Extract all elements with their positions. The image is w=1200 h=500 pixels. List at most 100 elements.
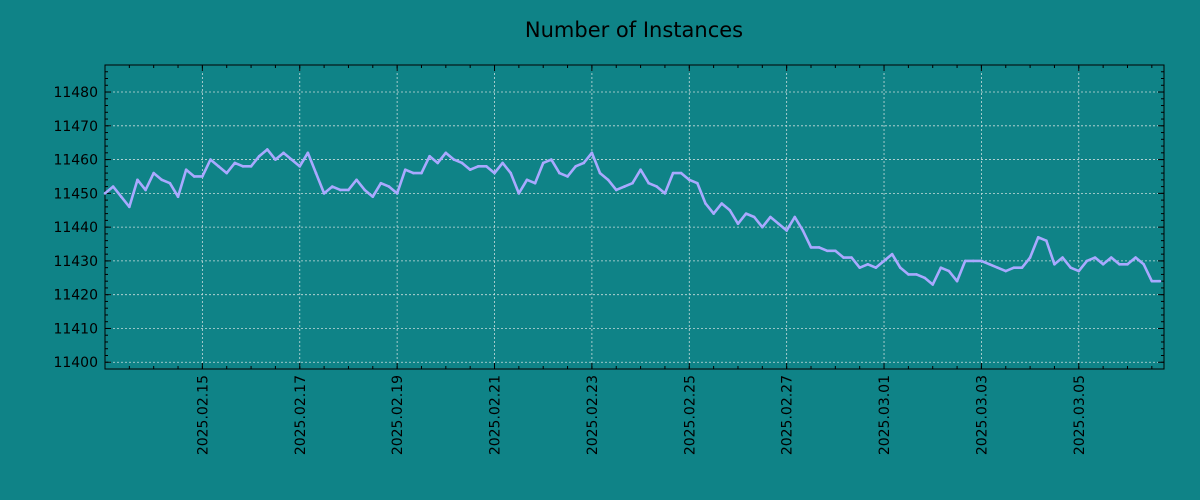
data-point (1118, 262, 1121, 266)
data-point (371, 195, 375, 199)
data-point (541, 161, 545, 165)
data-point (282, 151, 285, 155)
data-point (785, 229, 788, 232)
x-tick-label: 2025.02.15 (195, 375, 211, 455)
x-tick-label: 2025.02.17 (293, 375, 309, 455)
data-point (1085, 259, 1089, 263)
y-tick-label: 11470 (53, 119, 98, 135)
data-point (1061, 256, 1064, 259)
data-point (160, 178, 164, 182)
data-point (468, 168, 472, 172)
x-tick-label: 2025.03.03 (974, 375, 990, 455)
data-point (168, 181, 172, 185)
data-point (192, 175, 196, 178)
data-point (347, 188, 350, 192)
data-point (736, 222, 740, 226)
data-point (103, 192, 107, 195)
data-point (972, 259, 975, 263)
data-point (963, 259, 967, 263)
data-point (704, 202, 707, 205)
data-point (1036, 235, 1040, 239)
data-point (363, 188, 366, 192)
data-point (728, 208, 732, 212)
data-point (201, 175, 204, 178)
data-point (752, 215, 756, 219)
y-tick-labels: 11400 11410 11420 11430 11440 11450 11460 11470… (53, 85, 98, 371)
data-point (955, 279, 959, 283)
data-point (1150, 279, 1154, 283)
data-point (184, 168, 188, 172)
data-point (330, 185, 334, 188)
data-point (517, 192, 521, 195)
data-point (939, 266, 943, 269)
data-point (850, 256, 853, 259)
data-point (176, 195, 180, 199)
data-point (444, 151, 448, 155)
data-point (890, 252, 894, 256)
data-point (623, 185, 626, 188)
data-point (1109, 256, 1113, 259)
data-point (947, 269, 951, 273)
plot-area (104, 64, 1165, 370)
data-point (801, 229, 805, 232)
data-point (136, 178, 139, 182)
x-tick-label: 2025.02.19 (390, 375, 406, 455)
data-point (566, 175, 569, 178)
data-point (1053, 262, 1056, 266)
data-point (1142, 262, 1146, 266)
data-point (119, 195, 123, 199)
x-tick-label: 2025.02.23 (585, 375, 601, 455)
data-point (1093, 256, 1097, 259)
data-point (128, 205, 131, 209)
y-tick-label: 11450 (53, 186, 98, 202)
data-point (598, 171, 602, 175)
data-point (412, 171, 415, 175)
y-tick-label: 11430 (53, 254, 98, 270)
data-point (915, 273, 918, 276)
data-point (209, 158, 212, 161)
y-tick-label: 11420 (53, 288, 98, 304)
data-point (290, 158, 293, 161)
data-point (339, 188, 342, 192)
data-point (793, 215, 797, 219)
data-point (1020, 266, 1024, 269)
data-point (696, 181, 699, 185)
data-point (647, 181, 650, 185)
data-point (582, 161, 586, 165)
data-point (923, 276, 926, 280)
data-point (858, 266, 861, 269)
data-point (809, 246, 813, 249)
data-point (476, 165, 480, 168)
axis-ticks (104, 64, 1164, 370)
data-point (996, 266, 999, 269)
grid (105, 65, 1164, 369)
data-point (533, 181, 537, 185)
data-point (249, 165, 253, 168)
data-point (501, 161, 504, 165)
data-point (111, 185, 115, 188)
data-point (769, 215, 772, 219)
data-point (257, 154, 261, 158)
data-point (428, 154, 431, 158)
data-point (420, 171, 423, 175)
data-point (817, 246, 821, 249)
data-point (606, 178, 610, 182)
data-point (298, 165, 302, 168)
data-point (266, 148, 269, 151)
data-point (460, 161, 464, 165)
data-point (720, 202, 724, 205)
data-point (1004, 269, 1008, 273)
data-point (144, 188, 147, 192)
y-tick-label: 11460 (53, 153, 98, 169)
data-point (671, 171, 675, 175)
data-point (379, 181, 383, 185)
data-point (590, 151, 594, 155)
data-point (842, 256, 845, 259)
data-point (614, 188, 618, 192)
x-tick-label: 2025.03.05 (1072, 375, 1088, 455)
data-point (550, 158, 553, 161)
data-point (274, 158, 277, 161)
x-tick-label: 2025.02.25 (682, 375, 698, 455)
data-point (558, 171, 561, 175)
